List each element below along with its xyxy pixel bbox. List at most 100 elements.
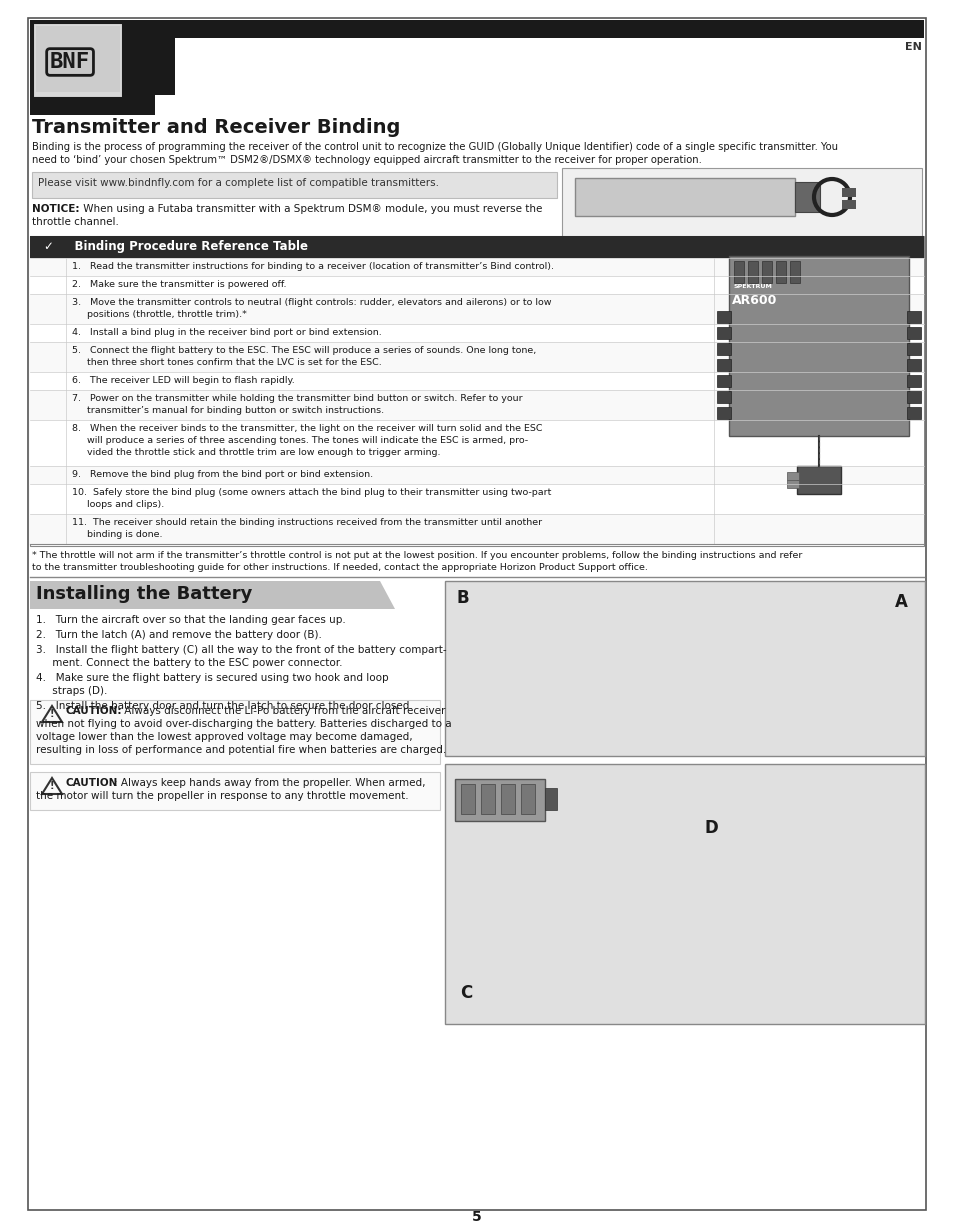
Text: ✓     Binding Procedure Reference Table: ✓ Binding Procedure Reference Table	[44, 240, 308, 253]
Text: Installing the Battery: Installing the Battery	[36, 585, 253, 602]
Bar	[30, 372, 923, 390]
Text: : Always keep hands away from the propeller. When armed,: : Always keep hands away from the propel…	[113, 778, 425, 788]
Text: 8.   When the receiver binds to the transmitter, the light on the receiver will : 8. When the receiver binds to the transm…	[71, 425, 542, 433]
Bar	[30, 699, 439, 764]
Bar	[30, 294, 923, 324]
Bar	[786, 480, 799, 488]
Text: 7.   Power on the transmitter while holding the transmitter bind button or switc: 7. Power on the transmitter while holdin…	[71, 394, 522, 402]
Bar	[906, 328, 920, 339]
Text: straps (D).: straps (D).	[36, 686, 108, 696]
Bar	[717, 328, 730, 339]
Text: need to ‘bind’ your chosen Spektrum™ DSM2®/DSMX® technology equipped aircraft tr: need to ‘bind’ your chosen Spektrum™ DSM…	[32, 155, 701, 164]
Bar	[717, 407, 730, 418]
Bar	[30, 324, 923, 342]
Text: B: B	[456, 589, 469, 607]
Text: loops and clips).: loops and clips).	[71, 499, 164, 509]
Bar	[561, 168, 921, 238]
Text: voltage lower than the lowest approved voltage may become damaged,: voltage lower than the lowest approved v…	[36, 733, 413, 742]
Text: 2.   Make sure the transmitter is powered off.: 2. Make sure the transmitter is powered …	[71, 280, 286, 290]
Text: throttle channel.: throttle channel.	[32, 217, 119, 227]
Bar	[717, 360, 730, 371]
Text: to the transmitter troubleshooting guide for other instructions. If needed, cont: to the transmitter troubleshooting guide…	[32, 563, 647, 572]
Bar	[36, 26, 120, 92]
Text: Always disconnect the Li-Po battery from the aircraft receiver: Always disconnect the Li-Po battery from…	[121, 706, 445, 717]
Text: 3.   Install the flight battery (C) all the way to the front of the battery comp: 3. Install the flight battery (C) all th…	[36, 645, 446, 655]
Text: 3.   Move the transmitter controls to neutral (flight controls: rudder, elevator: 3. Move the transmitter controls to neut…	[71, 298, 551, 307]
Text: 5.   Install the battery door and turn the latch to secure the door closed.: 5. Install the battery door and turn the…	[36, 701, 413, 710]
Bar	[30, 466, 923, 483]
Bar	[728, 256, 908, 436]
Bar	[841, 188, 855, 198]
Bar	[841, 200, 855, 209]
Bar	[906, 375, 920, 387]
Text: Binding is the process of programming the receiver of the control unit to recogn: Binding is the process of programming th…	[32, 142, 837, 152]
Bar	[30, 236, 923, 546]
Bar	[794, 182, 820, 212]
Bar	[733, 261, 743, 283]
Bar	[717, 391, 730, 402]
Text: D: D	[704, 818, 718, 837]
Polygon shape	[154, 20, 174, 94]
Text: the motor will turn the propeller in response to any throttle movement.: the motor will turn the propeller in res…	[36, 791, 408, 801]
Bar	[30, 514, 923, 544]
Text: 10.  Safely store the bind plug (some owners attach the bind plug to their trans: 10. Safely store the bind plug (some own…	[71, 488, 551, 497]
Text: BNF: BNF	[50, 52, 90, 72]
Text: C: C	[459, 984, 472, 1002]
Bar	[444, 582, 924, 756]
Bar	[761, 261, 771, 283]
Text: 1.   Turn the aircraft over so that the landing gear faces up.: 1. Turn the aircraft over so that the la…	[36, 615, 345, 625]
Text: Transmitter and Receiver Binding: Transmitter and Receiver Binding	[32, 118, 400, 137]
Bar	[747, 261, 758, 283]
Bar	[480, 784, 495, 814]
Text: 9.   Remove the bind plug from the bind port or bind extension.: 9. Remove the bind plug from the bind po…	[71, 470, 373, 479]
Text: EN: EN	[904, 42, 921, 52]
Bar	[789, 261, 800, 283]
Bar	[30, 258, 923, 276]
Text: 1.   Read the transmitter instructions for binding to a receiver (location of tr: 1. Read the transmitter instructions for…	[71, 263, 554, 271]
Bar	[775, 261, 785, 283]
Text: when not flying to avoid over-discharging the battery. Batteries discharged to a: when not flying to avoid over-dischargin…	[36, 719, 451, 729]
Bar	[30, 20, 923, 38]
Polygon shape	[30, 582, 395, 609]
Text: 6.   The receiver LED will begin to flash rapidly.: 6. The receiver LED will begin to flash …	[71, 375, 294, 385]
Text: resulting in loss of performance and potential fire when batteries are charged.: resulting in loss of performance and pot…	[36, 745, 446, 755]
Bar	[30, 236, 923, 258]
Text: 5: 5	[472, 1210, 481, 1225]
Text: 4.   Install a bind plug in the receiver bind port or bind extension.: 4. Install a bind plug in the receiver b…	[71, 328, 381, 337]
Text: positions (throttle, throttle trim).*: positions (throttle, throttle trim).*	[71, 310, 247, 319]
Text: transmitter’s manual for binding button or switch instructions.: transmitter’s manual for binding button …	[71, 406, 384, 415]
Bar	[906, 360, 920, 371]
Text: When using a Futaba transmitter with a Spektrum DSM® module, you must reverse th: When using a Futaba transmitter with a S…	[80, 204, 542, 213]
Bar	[906, 407, 920, 418]
Text: then three short tones confirm that the LVC is set for the ESC.: then three short tones confirm that the …	[71, 358, 381, 367]
Bar	[460, 784, 475, 814]
Bar	[30, 772, 439, 810]
Bar	[906, 391, 920, 402]
Text: !: !	[50, 709, 54, 719]
Text: A: A	[894, 593, 907, 611]
Bar	[30, 420, 923, 466]
Bar	[906, 344, 920, 355]
Bar	[500, 784, 515, 814]
Bar	[796, 466, 841, 494]
Bar	[717, 375, 730, 387]
Bar	[717, 344, 730, 355]
Text: CAUTION: CAUTION	[66, 778, 118, 788]
Text: vided the throttle stick and throttle trim are low enough to trigger arming.: vided the throttle stick and throttle tr…	[71, 448, 440, 456]
Text: SPEKTRUM: SPEKTRUM	[733, 283, 772, 290]
Text: 4.   Make sure the flight battery is secured using two hook and loop: 4. Make sure the flight battery is secur…	[36, 672, 388, 683]
Bar	[520, 784, 535, 814]
Text: !: !	[50, 782, 54, 791]
Bar	[906, 310, 920, 323]
Bar	[30, 390, 923, 420]
Bar	[30, 20, 154, 115]
Bar	[33, 23, 123, 98]
Text: AR600: AR600	[731, 294, 777, 307]
Text: 11.  The receiver should retain the binding instructions received from the trans: 11. The receiver should retain the bindi…	[71, 518, 541, 528]
Bar	[544, 788, 557, 810]
Text: Please visit www.bindnfly.com for a complete list of compatible transmitters.: Please visit www.bindnfly.com for a comp…	[38, 178, 438, 188]
Text: CAUTION:: CAUTION:	[66, 706, 122, 717]
Bar	[717, 310, 730, 323]
Text: will produce a series of three ascending tones. The tones will indicate the ESC : will produce a series of three ascending…	[71, 436, 528, 445]
Text: * The throttle will not arm if the transmitter’s throttle control is not put at : * The throttle will not arm if the trans…	[32, 551, 801, 560]
